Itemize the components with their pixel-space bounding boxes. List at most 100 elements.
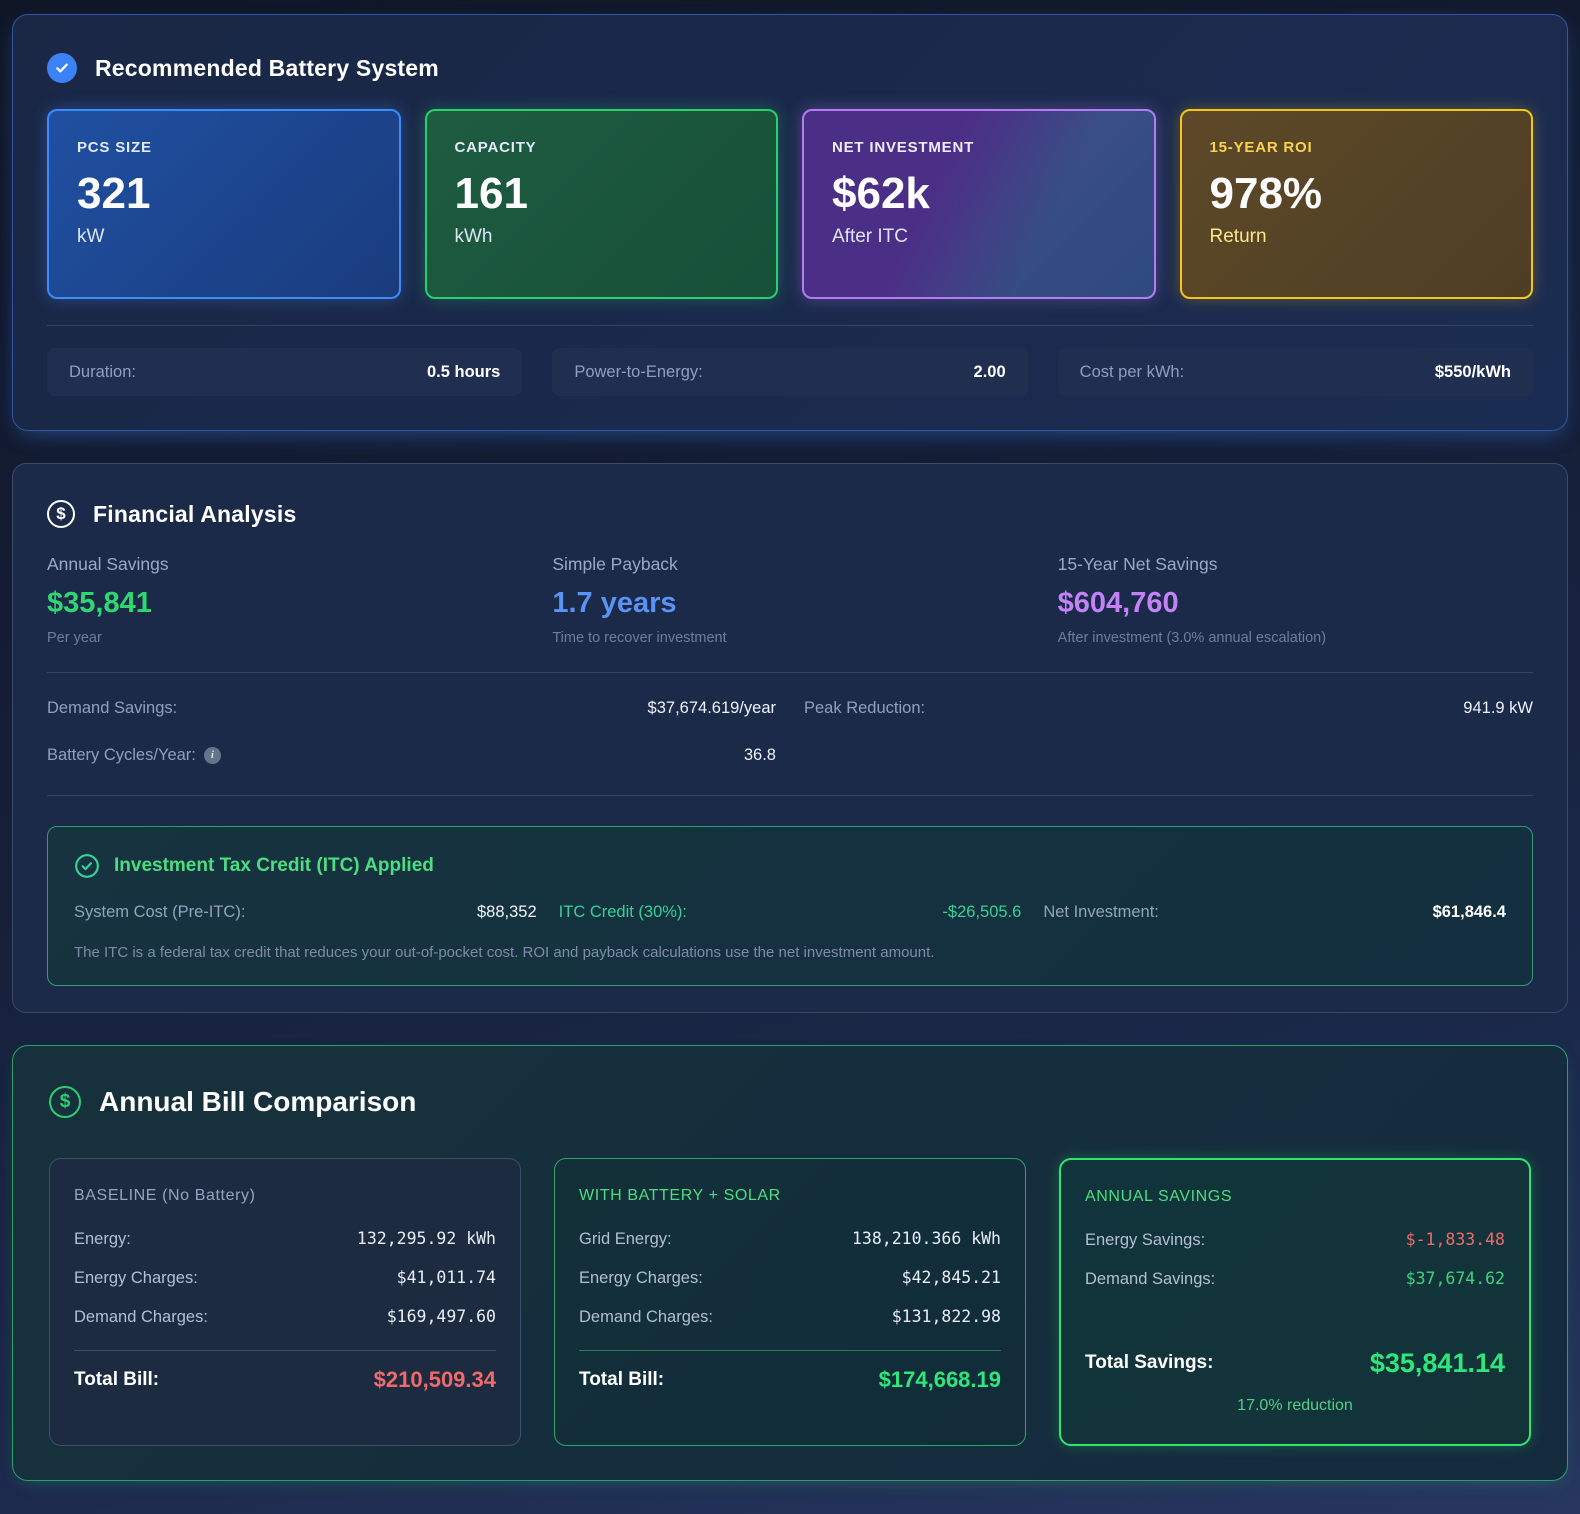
detail-value: $37,674.619/year: [647, 698, 776, 717]
metric-value: $35,841: [47, 587, 152, 619]
stat-label: Cost per kWh:: [1079, 362, 1185, 381]
metric-simple-payback: Simple Payback 1.7 years Time to recover…: [552, 554, 1027, 646]
stat-label: Duration:: [69, 362, 136, 381]
check-circle-icon: [74, 853, 100, 879]
itc-value: -$26,505.6: [942, 902, 1022, 921]
stat-value: 2.00: [973, 362, 1006, 381]
divider: [47, 794, 1533, 796]
itc-value: $61,846.4: [1432, 902, 1506, 921]
detail-value: 941.9 kW: [1463, 698, 1533, 717]
bill-total-label: Total Savings:: [1085, 1352, 1214, 1374]
bill-card-title: WITH BATTERY + SOLAR: [579, 1186, 781, 1204]
verified-check-icon: [47, 53, 77, 83]
system-stats-row: Duration: 0.5 hours Power-to-Energy: 2.0…: [47, 348, 1533, 396]
info-icon[interactable]: i: [203, 746, 221, 764]
bill-card-with-battery-solar: WITH BATTERY + SOLAR Grid Energy: 138,21…: [554, 1157, 1026, 1446]
metric-cards: PCS SIZE 321 kW CAPACITY 161 kWh NET INV…: [47, 109, 1533, 299]
metric-label: NET INVESTMENT: [832, 139, 975, 156]
stat-value: $550/kWh: [1434, 362, 1511, 381]
bill-row-label: Energy Charges:: [579, 1268, 703, 1287]
dollar-circle-icon: $: [49, 1085, 81, 1118]
stat-value: 0.5 hours: [426, 362, 501, 381]
bill-card-title: ANNUAL SAVINGS: [1085, 1187, 1233, 1205]
stat-cost-per-kwh: Cost per kWh: $550/kWh: [1057, 348, 1533, 396]
metric-card-roi: 15-YEAR ROI 978% Return: [1179, 109, 1533, 299]
metric-label: Annual Savings: [47, 554, 169, 574]
stat-duration: Duration: 0.5 hours: [47, 348, 523, 396]
itc-box: Investment Tax Credit (ITC) Applied Syst…: [47, 825, 1533, 986]
metric-value: $604,760: [1057, 587, 1179, 619]
bill-card-baseline: BASELINE (No Battery) Energy: 132,295.92…: [49, 1157, 521, 1446]
bill-row-label: Energy Savings:: [1085, 1230, 1206, 1249]
bill-total-value: $210,509.34: [373, 1366, 496, 1392]
bill-row-value: $169,497.60: [386, 1306, 496, 1326]
detail-value: 36.8: [743, 745, 776, 764]
bill-row-label: Demand Charges:: [579, 1307, 713, 1326]
detail-label: Peak Reduction:: [804, 698, 926, 717]
bill-total-row: Total Bill: $210,509.34: [74, 1367, 496, 1393]
bill-row-grid-energy: Grid Energy: 138,210.366 kWh: [579, 1229, 1001, 1249]
itc-label: Net Investment:: [1043, 902, 1159, 921]
metric-value: $62k: [832, 169, 930, 218]
metric-sublabel: Per year: [47, 629, 102, 646]
bill-total-value: $35,841.14: [1369, 1347, 1505, 1378]
bill-card-title: BASELINE (No Battery): [74, 1186, 256, 1204]
metric-value: 978%: [1209, 169, 1323, 218]
bill-row-value: $42,845.21: [901, 1267, 1001, 1287]
financial-header: $ Financial Analysis: [47, 500, 1533, 528]
bill-row-energy-charges: Energy Charges: $42,845.21: [579, 1268, 1001, 1288]
metric-label: Simple Payback: [552, 554, 678, 574]
bill-total-label: Total Bill:: [579, 1368, 665, 1390]
itc-title: Investment Tax Credit (ITC) Applied: [114, 854, 434, 876]
itc-label: System Cost (Pre-ITC):: [74, 902, 246, 921]
detail-battery-cycles: Battery Cycles/Year: i 36.8: [47, 746, 776, 765]
itc-system-cost: System Cost (Pre-ITC): $88,352: [74, 903, 537, 922]
divider: [579, 1349, 1001, 1351]
bills-header: $ Annual Bill Comparison: [49, 1085, 1531, 1118]
recommended-battery-section: Recommended Battery System PCS SIZE 321 …: [12, 14, 1568, 431]
bills-title: Annual Bill Comparison: [99, 1085, 417, 1117]
divider: [47, 325, 1533, 326]
itc-note: The ITC is a federal tax credit that red…: [74, 943, 935, 961]
itc-value: $88,352: [477, 902, 537, 921]
bill-card-annual-savings: ANNUAL SAVINGS Energy Savings: $-1,833.4…: [1059, 1157, 1531, 1446]
detail-label: Demand Savings:: [47, 698, 178, 717]
bill-row-energy-savings: Energy Savings: $-1,833.48: [1085, 1230, 1505, 1250]
bill-row-label: Demand Charges:: [74, 1307, 208, 1326]
detail-peak-reduction: Peak Reduction: 941.9 kW: [804, 699, 1533, 718]
detail-demand-savings: Demand Savings: $37,674.619/year: [47, 699, 776, 718]
bill-row-value: $-1,833.48: [1405, 1229, 1505, 1249]
dollar-circle-icon: $: [47, 500, 75, 528]
bill-row-value: $37,674.62: [1405, 1268, 1505, 1288]
recommended-title: Recommended Battery System: [95, 54, 439, 81]
metric-label: 15-YEAR ROI: [1209, 139, 1313, 156]
metric-card-pcs-size: PCS SIZE 321 kW: [47, 109, 401, 299]
metric-label: CAPACITY: [454, 139, 537, 156]
bill-row-value: 132,295.92 kWh: [356, 1228, 496, 1248]
metric-unit: Return: [1209, 226, 1267, 247]
metric-sublabel: After investment (3.0% annual escalation…: [1057, 629, 1327, 646]
financial-analysis-section: $ Financial Analysis Annual Savings $35,…: [12, 463, 1568, 1013]
financial-metrics: Annual Savings $35,841 Per year Simple P…: [47, 554, 1533, 646]
metric-net-savings-15yr: 15-Year Net Savings $604,760 After inves…: [1058, 554, 1533, 646]
bill-total-value: $174,668.19: [878, 1366, 1001, 1392]
metric-value: 161: [454, 169, 528, 218]
bill-row-energy: Energy: 132,295.92 kWh: [74, 1229, 496, 1249]
bill-total-label: Total Bill:: [74, 1368, 160, 1390]
bill-cards: BASELINE (No Battery) Energy: 132,295.92…: [49, 1157, 1531, 1446]
bill-row-demand-charges: Demand Charges: $169,497.60: [74, 1307, 496, 1327]
bill-row-value: 138,210.366 kWh: [851, 1228, 1001, 1248]
financial-title: Financial Analysis: [93, 500, 297, 527]
metric-sublabel: Time to recover investment: [552, 629, 727, 646]
itc-header: Investment Tax Credit (ITC) Applied: [74, 853, 1506, 879]
financial-details: Demand Savings: $37,674.619/year Peak Re…: [47, 699, 1533, 769]
reduction-footnote: 17.0% reduction: [1237, 1396, 1353, 1414]
metric-value: 1.7 years: [552, 587, 677, 619]
itc-label: ITC Credit (30%):: [558, 902, 688, 921]
bill-row-value: $131,822.98: [891, 1306, 1001, 1326]
metric-label: PCS SIZE: [77, 139, 152, 156]
annual-bill-comparison-section: $ Annual Bill Comparison BASELINE (No Ba…: [12, 1044, 1568, 1481]
detail-label-text: Battery Cycles/Year:: [47, 745, 196, 764]
divider: [47, 671, 1533, 673]
